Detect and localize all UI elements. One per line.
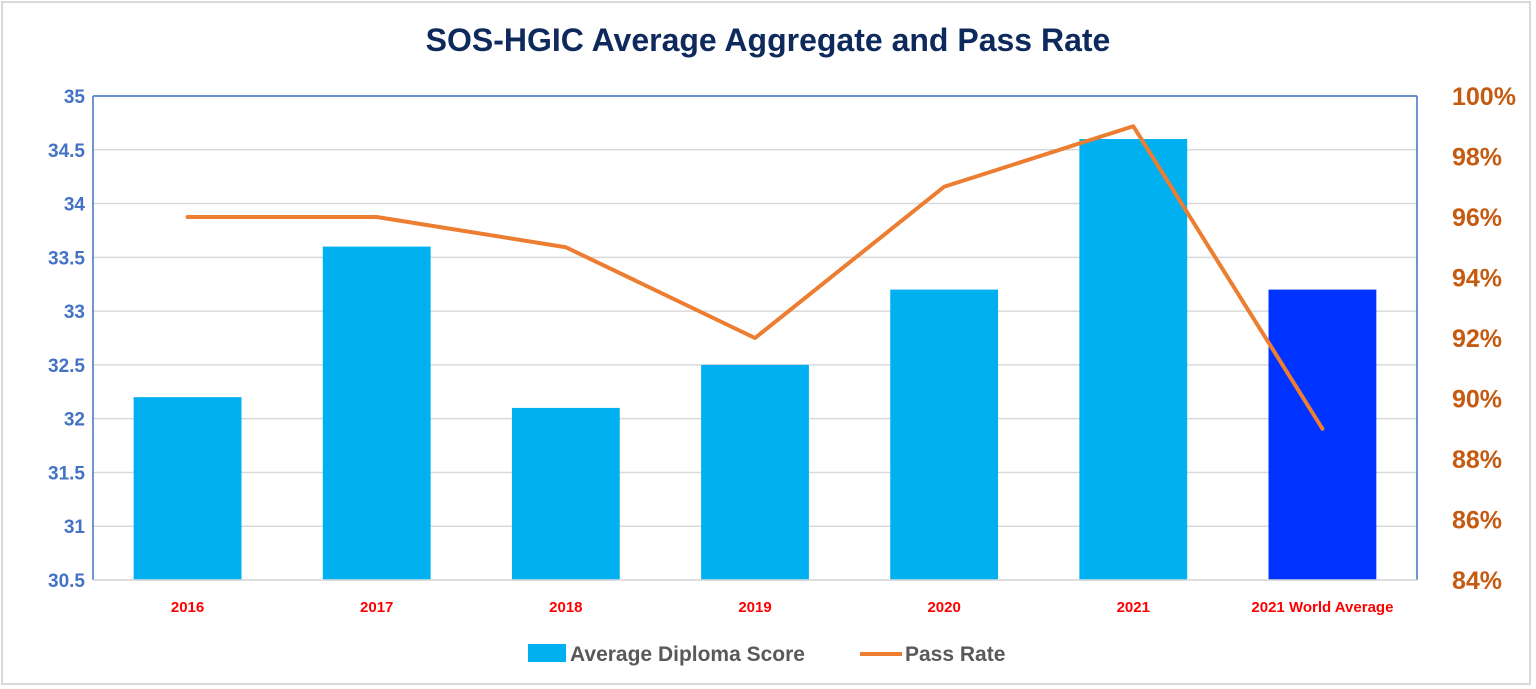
left-axis-tick-label: 31 — [64, 517, 86, 538]
right-axis-tick-label: 90% — [1452, 386, 1502, 414]
bar — [511, 407, 620, 580]
left-axis-tick-label: 30.5 — [48, 571, 85, 592]
right-axis-tick-label: 86% — [1452, 507, 1502, 535]
plot-area-border — [92, 95, 1418, 581]
legend-label-pass-rate: Pass Rate — [905, 643, 1005, 666]
left-axis-tick-label: 34 — [64, 195, 86, 216]
line-series — [185, 124, 1325, 431]
x-axis-tick-label: 2018 — [549, 599, 582, 616]
legend: Average Diploma Score Pass Rate — [528, 643, 1005, 666]
left-axis-tick-label: 33 — [64, 302, 85, 323]
x-axis-tick-label: 2017 — [360, 599, 393, 616]
right-axis-tick-label: 84% — [1452, 567, 1502, 595]
x-axis-tick-label: 2019 — [738, 599, 771, 616]
right-axis-tick-label: 88% — [1452, 446, 1502, 474]
bar — [133, 397, 242, 580]
right-axis-tick-label: 100% — [1452, 83, 1516, 111]
bar — [1268, 289, 1377, 580]
right-axis-tick-label: 96% — [1452, 204, 1502, 232]
left-axis-tick-label: 33.5 — [48, 248, 85, 269]
legend-label-average-diploma-score: Average Diploma Score — [570, 643, 805, 666]
bar-series — [133, 139, 1377, 581]
left-axis-tick-label: 35 — [64, 87, 86, 108]
x-axis-tick-label: 2020 — [927, 599, 960, 616]
left-axis-tick-label: 34.5 — [48, 141, 85, 162]
bar — [1079, 139, 1188, 580]
right-axis-ticks: 84% 86% 88% 90% 92% 94% 96% 98% 100% — [1452, 83, 1516, 595]
legend-swatch-average-diploma-score — [528, 644, 566, 662]
x-axis-tick-label: 2021 — [1117, 599, 1150, 616]
x-axis-tick-label: 2016 — [171, 599, 204, 616]
right-axis-tick-label: 94% — [1452, 265, 1502, 293]
left-axis-tick-label: 32.5 — [48, 356, 85, 377]
left-axis-ticks: 30.5 31 31.5 32 32.5 33 33.5 34 34.5 35 — [48, 87, 85, 592]
bar — [890, 289, 999, 580]
x-axis-ticks: 2016 2017 2018 2019 2020 2021 2021 World Avera… — [171, 599, 1394, 616]
x-axis-tick-label: 2021 World Average — [1251, 599, 1393, 616]
left-axis-tick-label: 32 — [64, 410, 85, 431]
bar — [322, 246, 431, 581]
bar — [701, 364, 809, 580]
right-axis-tick-label: 98% — [1452, 144, 1502, 172]
chart-title: SOS-HGIC Average Aggregate and Pass Rate — [426, 22, 1111, 58]
right-axis-tick-label: 92% — [1452, 325, 1502, 353]
left-axis-tick-label: 31.5 — [48, 463, 85, 484]
